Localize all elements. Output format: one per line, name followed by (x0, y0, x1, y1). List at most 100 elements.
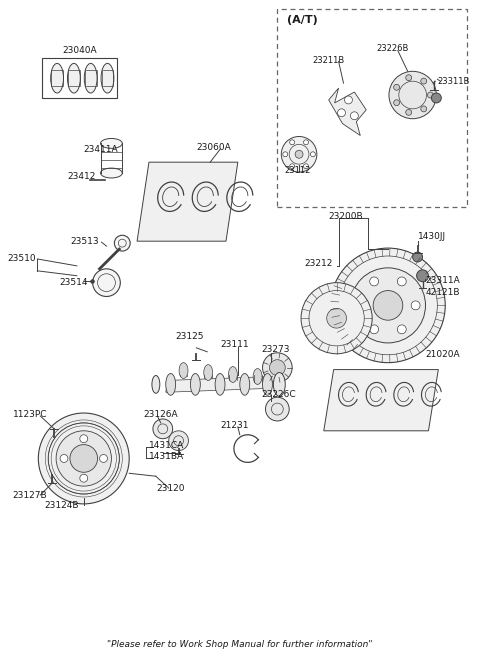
Polygon shape (324, 370, 438, 431)
Circle shape (311, 152, 315, 157)
Circle shape (301, 282, 372, 354)
Text: 23040A: 23040A (62, 46, 97, 55)
Circle shape (417, 270, 429, 282)
Ellipse shape (179, 362, 188, 378)
Circle shape (295, 150, 303, 158)
Circle shape (327, 309, 347, 328)
Circle shape (428, 92, 433, 98)
Circle shape (356, 301, 365, 310)
Text: 42121B: 42121B (425, 288, 460, 297)
Circle shape (350, 112, 359, 119)
Circle shape (153, 419, 173, 439)
Text: 23060A: 23060A (196, 143, 231, 152)
Circle shape (394, 85, 399, 91)
Bar (277, 9, 467, 207)
Ellipse shape (152, 376, 160, 393)
Circle shape (411, 301, 420, 310)
Circle shape (373, 291, 403, 320)
Ellipse shape (228, 366, 237, 382)
Circle shape (331, 248, 445, 362)
Text: 23514: 23514 (59, 278, 87, 287)
Text: (A/T): (A/T) (287, 15, 318, 25)
Text: 23226B: 23226B (376, 44, 408, 53)
Circle shape (56, 431, 111, 486)
Text: 1431CA: 1431CA (149, 441, 184, 450)
Circle shape (283, 152, 288, 157)
Ellipse shape (191, 374, 200, 395)
Text: 1430JJ: 1430JJ (418, 231, 446, 241)
Text: 23126A: 23126A (143, 409, 178, 419)
Text: 23411A: 23411A (84, 145, 119, 154)
Circle shape (265, 397, 289, 421)
Bar (42, 58, 117, 98)
Circle shape (263, 353, 292, 382)
Circle shape (70, 445, 97, 472)
Circle shape (370, 325, 379, 333)
Ellipse shape (84, 63, 97, 93)
Circle shape (406, 74, 412, 81)
Polygon shape (329, 88, 366, 136)
Polygon shape (166, 376, 271, 393)
Text: 23226C: 23226C (262, 390, 296, 399)
Text: 23120: 23120 (156, 484, 184, 493)
Circle shape (397, 325, 406, 333)
Ellipse shape (263, 374, 273, 395)
Ellipse shape (166, 374, 176, 395)
Circle shape (281, 136, 317, 172)
Circle shape (290, 140, 295, 145)
Ellipse shape (114, 236, 130, 251)
Circle shape (269, 360, 285, 376)
Circle shape (345, 96, 352, 104)
Circle shape (303, 140, 309, 145)
Circle shape (80, 435, 88, 443)
Text: "Please refer to Work Shop Manual for further information": "Please refer to Work Shop Manual for fu… (107, 639, 372, 649)
Text: 23311B: 23311B (437, 76, 470, 86)
Ellipse shape (274, 372, 285, 397)
Circle shape (290, 164, 295, 168)
Circle shape (432, 93, 441, 103)
Text: 23127B: 23127B (12, 491, 47, 499)
Text: 23412: 23412 (67, 172, 96, 181)
Circle shape (394, 100, 399, 106)
Text: 23212: 23212 (304, 260, 332, 268)
Text: 21020A: 21020A (425, 350, 460, 359)
Text: 23513: 23513 (70, 237, 98, 246)
Circle shape (337, 109, 346, 117)
Text: 23200B: 23200B (329, 212, 363, 221)
Circle shape (350, 268, 425, 343)
Polygon shape (137, 162, 238, 241)
Ellipse shape (253, 368, 262, 384)
Text: 1123PC: 1123PC (12, 409, 47, 419)
Ellipse shape (240, 374, 250, 395)
Text: 23211B: 23211B (312, 56, 344, 65)
Circle shape (421, 106, 427, 112)
Circle shape (421, 78, 427, 84)
Circle shape (413, 252, 422, 262)
Text: 23111: 23111 (220, 340, 249, 350)
Circle shape (370, 277, 379, 286)
Text: 21231: 21231 (220, 421, 249, 430)
Ellipse shape (100, 138, 122, 148)
Ellipse shape (51, 63, 63, 93)
Text: 23273: 23273 (262, 346, 290, 354)
Circle shape (99, 454, 108, 462)
Circle shape (303, 164, 309, 168)
Circle shape (389, 71, 436, 119)
Text: 23510: 23510 (8, 254, 36, 264)
Ellipse shape (101, 63, 114, 93)
Circle shape (406, 109, 412, 115)
Text: 23311A: 23311A (425, 276, 460, 285)
Text: 23125: 23125 (176, 333, 204, 342)
Ellipse shape (100, 168, 122, 178)
Circle shape (80, 474, 88, 482)
Text: 23124B: 23124B (45, 501, 79, 511)
Text: 1431BA: 1431BA (149, 452, 184, 461)
Circle shape (397, 277, 406, 286)
Text: 23112: 23112 (284, 166, 311, 174)
Circle shape (38, 413, 129, 504)
Circle shape (168, 431, 189, 450)
Ellipse shape (68, 63, 80, 93)
Ellipse shape (93, 269, 120, 297)
Circle shape (60, 454, 68, 462)
Ellipse shape (204, 364, 213, 380)
